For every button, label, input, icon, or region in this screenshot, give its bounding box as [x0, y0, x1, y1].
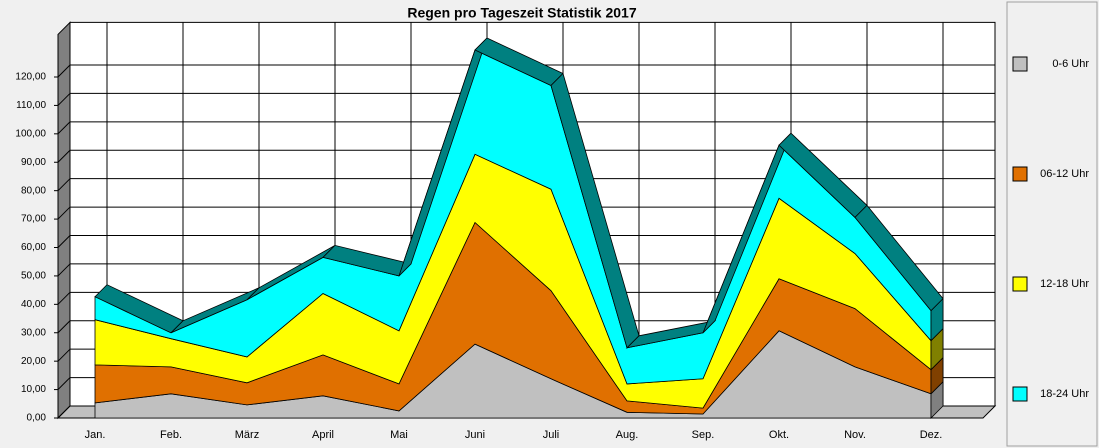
x-tick-label: Okt. — [769, 429, 789, 441]
grid-line — [57, 291, 71, 305]
grid-line — [57, 348, 71, 362]
legend-label: 06-12 Uhr — [1040, 168, 1089, 180]
x-tick-label: Dez. — [920, 429, 943, 441]
legend-label: 0-6 Uhr — [1052, 58, 1089, 70]
grid-line — [57, 206, 71, 220]
grid-line — [57, 263, 71, 277]
area-top-surface — [854, 204, 944, 312]
legend-label: 12-18 Uhr — [1040, 278, 1089, 290]
y-tick-label: 100,00 — [15, 128, 46, 139]
x-tick-label: Juli — [543, 429, 560, 441]
x-tick-label: Feb. — [160, 429, 182, 441]
y-tick-label: 30,00 — [21, 327, 46, 338]
legend-swatch — [1012, 386, 1028, 402]
y-tick-label: 40,00 — [21, 299, 46, 310]
y-tick-label: 60,00 — [21, 242, 46, 253]
grid-line — [57, 405, 71, 419]
x-tick-label: April — [312, 429, 334, 441]
x-tick-label: März — [235, 429, 259, 441]
grid-line — [57, 149, 71, 163]
grid-line — [57, 121, 71, 135]
y-tick-label: 10,00 — [21, 384, 46, 395]
y-tick-label: 0,00 — [27, 413, 47, 424]
grid-line — [57, 64, 71, 78]
legend-swatch — [1012, 56, 1028, 72]
legend-swatch — [1012, 166, 1028, 182]
grid-line — [57, 377, 71, 390]
x-tick-label: Mai — [390, 429, 408, 441]
y-tick-label: 20,00 — [21, 356, 46, 367]
legend-label: 18-24 Uhr — [1040, 388, 1089, 400]
x-tick-label: Juni — [465, 429, 485, 441]
grid-line — [57, 235, 71, 248]
y-tick-label: 50,00 — [21, 271, 46, 282]
y-tick-label: 90,00 — [21, 157, 46, 168]
x-tick-label: Aug. — [616, 429, 639, 441]
grid-line — [57, 320, 71, 334]
grid-line — [57, 178, 71, 192]
y-tick-label: 80,00 — [21, 185, 46, 196]
legend-swatch — [1012, 276, 1028, 292]
chart-title: Regen pro Tageszeit Statistik 2017 — [407, 5, 636, 21]
y-tick-label: 110,00 — [16, 100, 46, 111]
y-tick-label: 70,00 — [21, 214, 46, 225]
y-tick-label: 120,00 — [15, 72, 46, 83]
x-tick-label: Nov. — [844, 429, 866, 441]
x-tick-label: Sep. — [692, 429, 715, 441]
legend-box — [1006, 1, 1098, 447]
grid-line — [57, 93, 71, 106]
x-tick-label: Jan. — [85, 429, 106, 441]
